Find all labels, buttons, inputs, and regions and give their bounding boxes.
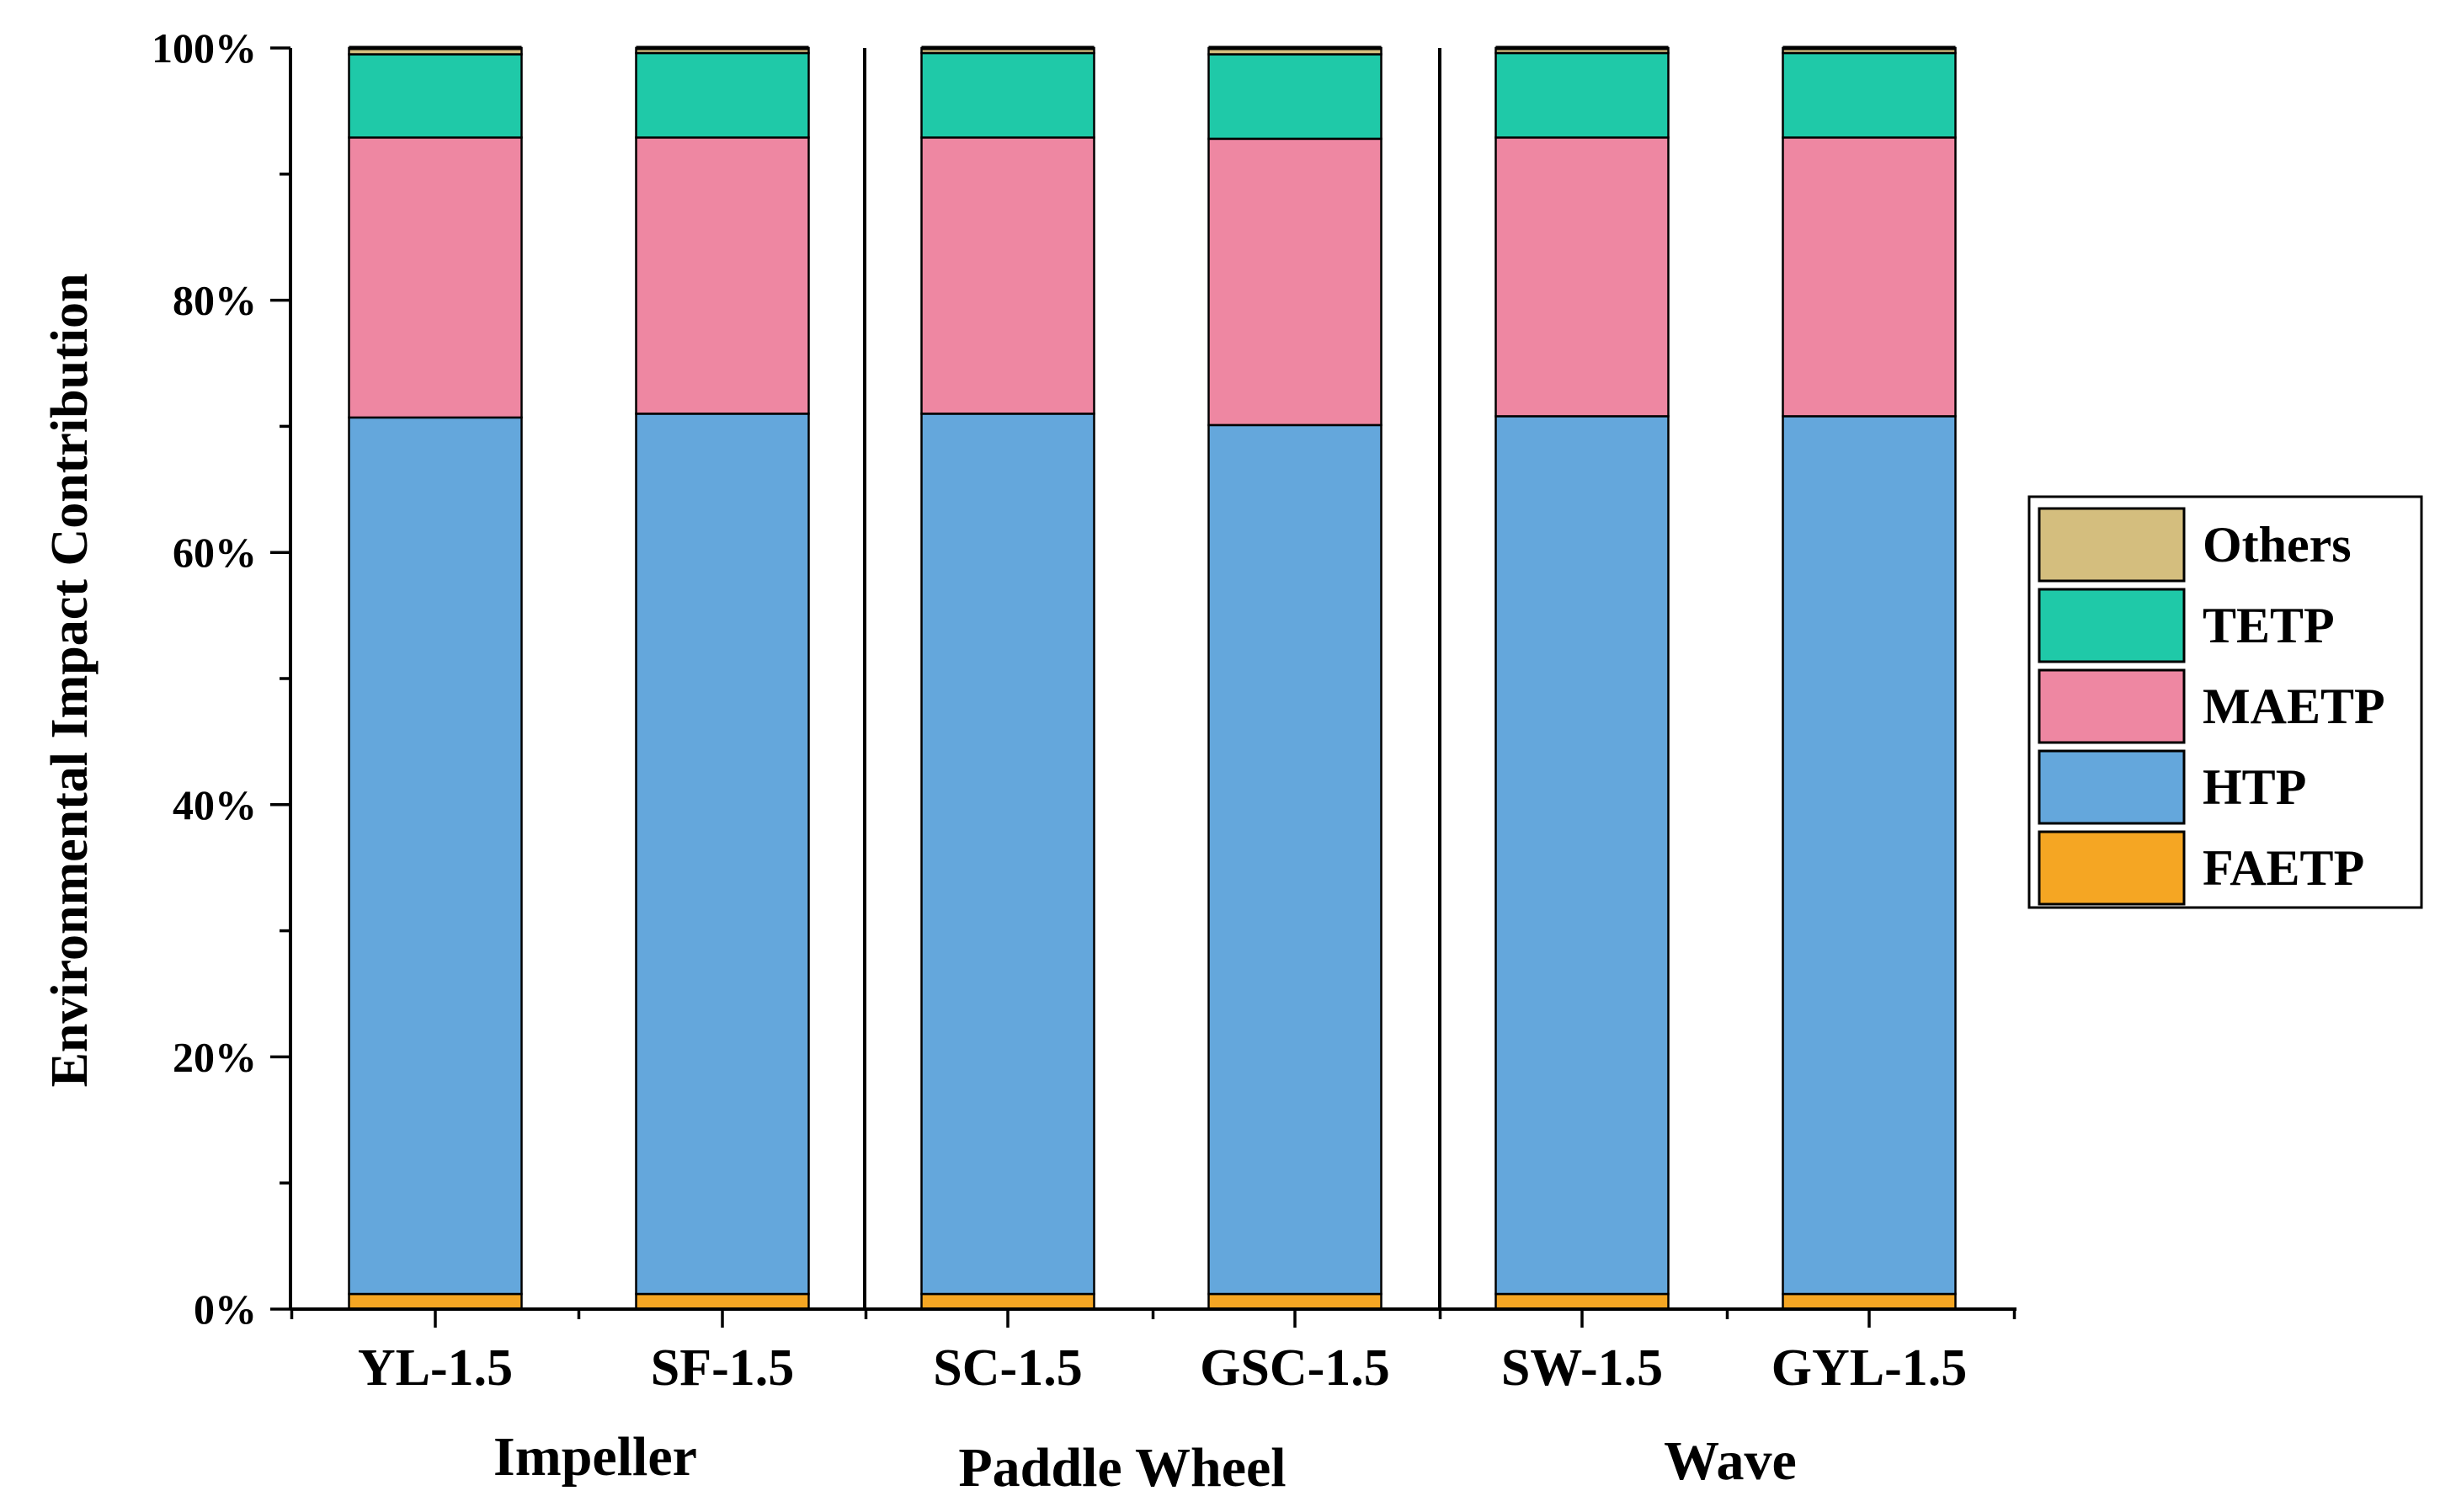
x-tick-label: YL-1.5 (358, 1339, 513, 1397)
x-tick-label: SC-1.5 (933, 1339, 1082, 1397)
axes (270, 46, 2016, 1328)
legend-label-faetp: FAETP (2203, 840, 2364, 896)
legend-label-tetp: TETP (2203, 598, 2335, 653)
bar-segment-htp-sc-1.5 (920, 413, 1095, 1296)
group-label: Paddle Wheel (958, 1437, 1286, 1499)
bar-segment-tetp-gyl-1.5 (1782, 51, 1957, 139)
bar-segment-faetp-sf-1.5 (635, 1292, 810, 1311)
bar-segment-maetp-gsc-1.5 (1207, 137, 1382, 427)
y-tick-label: 40% (173, 781, 257, 828)
group-label: Wave (1664, 1430, 1797, 1492)
legend-swatch-tetp (2038, 588, 2186, 663)
bar-segment-tetp-sc-1.5 (920, 51, 1095, 139)
bar-segment-maetp-sc-1.5 (920, 136, 1095, 415)
bar-segment-tetp-gsc-1.5 (1207, 53, 1382, 141)
bar-segment-tetp-sf-1.5 (635, 51, 810, 139)
bar-segment-tetp-sw-1.5 (1494, 51, 1670, 139)
y-tick-label: 20% (173, 1033, 257, 1080)
y-tick-label: 0% (194, 1286, 257, 1333)
legend-swatch-others (2038, 507, 2186, 583)
bar-segment-maetp-gyl-1.5 (1782, 136, 1957, 418)
legend-label-htp: HTP (2203, 759, 2306, 815)
bar-segment-faetp-sw-1.5 (1494, 1292, 1670, 1311)
bar-segment-htp-gsc-1.5 (1207, 423, 1382, 1296)
legend-label-maetp: MAETP (2203, 679, 2385, 734)
bar-segment-faetp-gsc-1.5 (1207, 1292, 1382, 1311)
bar-segment-maetp-sf-1.5 (635, 136, 810, 415)
y-tick-label: 60% (173, 529, 257, 576)
legend-label-others: Others (2203, 517, 2352, 572)
bar-segment-htp-gyl-1.5 (1782, 415, 1957, 1296)
axis-labels: 0% 20% 40% 60% 80% 100% YL-1.5 SF-1.5 SC-1.5 GSC-… (41, 24, 1967, 1499)
bar-segment-maetp-sw-1.5 (1494, 136, 1670, 418)
x-tick-label: GSC-1.5 (1200, 1339, 1390, 1397)
legend-swatch-htp (2038, 749, 2186, 825)
legend-swatch-faetp (2038, 830, 2186, 906)
x-tick-label: GYL-1.5 (1771, 1339, 1968, 1397)
x-tick-label: SF-1.5 (651, 1339, 795, 1397)
bar-segment-faetp-gyl-1.5 (1782, 1292, 1957, 1311)
bar-segment-htp-yl-1.5 (348, 416, 523, 1296)
y-tick-label: 100% (152, 24, 257, 72)
legend: Others TETP MAETP HTP FAETP (2027, 495, 2423, 909)
bar-segment-faetp-yl-1.5 (348, 1292, 523, 1311)
bar-segment-htp-sw-1.5 (1494, 415, 1670, 1296)
bar-segment-faetp-sc-1.5 (920, 1292, 1095, 1311)
y-axis-title: Environmental Impact Contribution (41, 274, 99, 1088)
bar-segment-tetp-yl-1.5 (348, 53, 523, 139)
y-tick-label: 80% (173, 277, 257, 324)
x-tick-label: SW-1.5 (1501, 1339, 1663, 1397)
bars-layer (348, 45, 1957, 1311)
bar-segment-htp-sf-1.5 (635, 413, 810, 1296)
bar-segment-maetp-yl-1.5 (348, 136, 523, 419)
group-label: Impeller (493, 1426, 697, 1488)
legend-swatch-maetp (2038, 668, 2186, 744)
